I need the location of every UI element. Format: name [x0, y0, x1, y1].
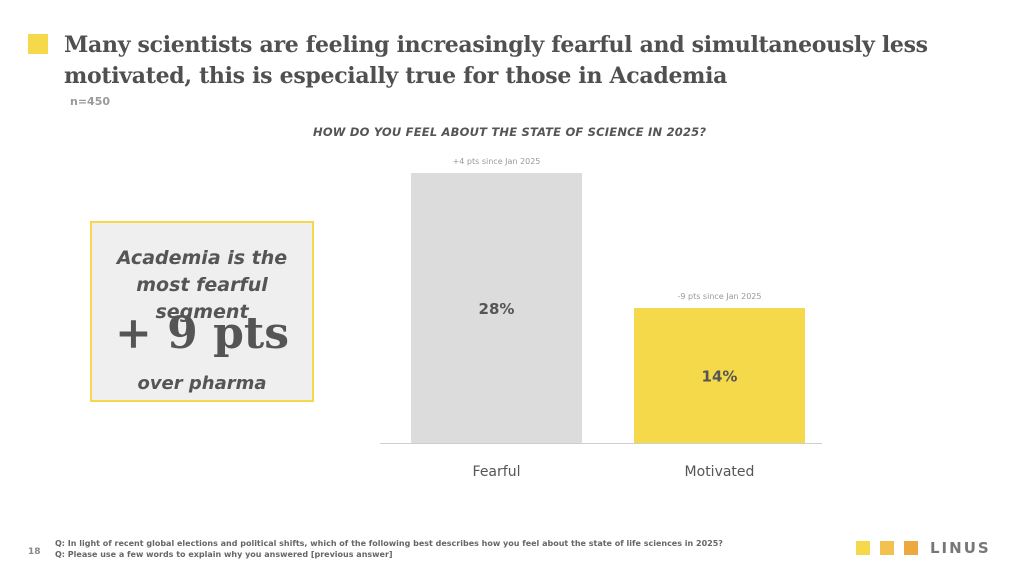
footer-question-1: Q: In light of recent global elections a… — [55, 539, 723, 548]
bar-annotation: +4 pts since Jan 2025 — [453, 157, 541, 166]
bar-annotation: -9 pts since Jan 2025 — [677, 292, 761, 301]
page-number: 18 — [28, 547, 41, 557]
callout-text: Academia is the most fearful segment — [116, 247, 288, 323]
logo-text: LINUS — [930, 539, 991, 557]
bar-motivated — [634, 308, 805, 443]
bar-value-label: 28% — [479, 300, 515, 318]
linus-logo: LINUS — [856, 539, 991, 557]
x-tick-label: Motivated — [685, 464, 755, 480]
bar-value-label: 14% — [702, 368, 738, 386]
x-tick-label: Fearful — [473, 464, 521, 480]
callout-stat: + 9 pts — [115, 308, 289, 359]
bar-fearful — [411, 173, 582, 443]
callout-subtext: over pharma — [137, 373, 267, 394]
logo-square-2 — [880, 541, 894, 555]
title-accent-square — [28, 34, 48, 54]
slide-headline: Many scientists are feeling increasingly… — [64, 32, 928, 89]
logo-square-1 — [856, 541, 870, 555]
logo-square-3 — [904, 541, 918, 555]
callout-box: Academia is the most fearful segment + 9… — [90, 221, 314, 402]
chart-title: HOW DO YOU FEEL ABOUT THE STATE OF SCIEN… — [313, 125, 707, 139]
footer-question-2: Q: Please use a few words to explain why… — [55, 550, 393, 559]
sample-size: n=450 — [70, 95, 111, 108]
bar-chart: 28% +4 pts since Jan 2025 Fearful 14% -9 pts… — [380, 157, 822, 480]
